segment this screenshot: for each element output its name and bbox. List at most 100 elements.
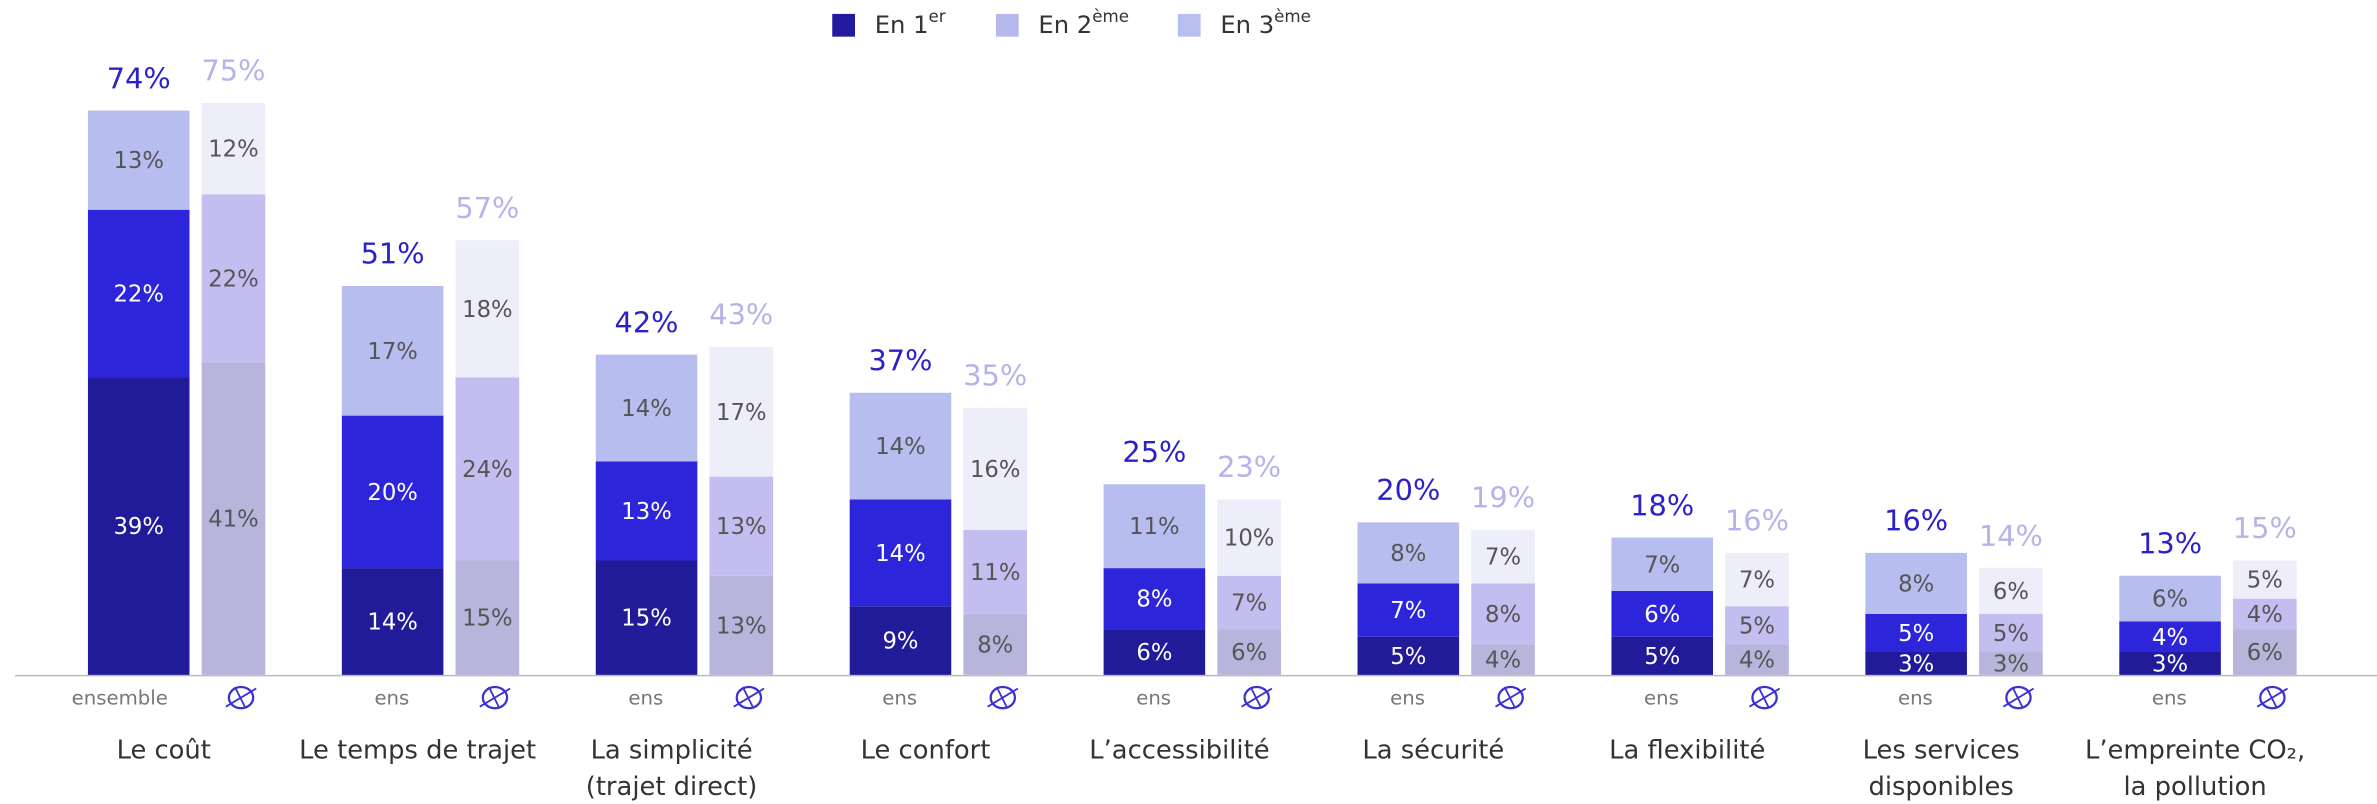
bar-segment: [1217, 499, 1281, 576]
total-label: 37%: [868, 343, 932, 377]
total-label: 35%: [963, 359, 1027, 393]
bar-segment: [201, 102, 266, 195]
value-label: 11%: [970, 560, 1020, 586]
bar-segment: [1217, 575, 1281, 630]
bar-segment: [1725, 606, 1789, 645]
group-label: ens: [882, 687, 917, 710]
value-label: 15%: [462, 606, 513, 632]
value-label: 16%: [970, 457, 1020, 483]
legend-text: En 1: [875, 10, 929, 39]
category-line: Le temps de trajet: [299, 735, 536, 765]
bar-segment: [1357, 583, 1460, 637]
value-label: 12%: [208, 137, 259, 163]
group-icon: [1751, 685, 1778, 710]
group-label: ens: [1644, 687, 1679, 710]
bar-segment: [963, 613, 1028, 675]
total-label: 15%: [2233, 511, 2297, 545]
value-label: 10%: [1224, 526, 1275, 552]
bar-segment: [1979, 613, 2043, 652]
legend-swatch: [832, 13, 855, 37]
total-label: 57%: [455, 191, 519, 225]
value-label: 5%: [1644, 644, 1680, 670]
legend-swatch: [1177, 13, 1201, 37]
value-label: 8%: [1136, 587, 1172, 613]
bar-segment: [595, 461, 698, 561]
group-icon: [481, 685, 509, 710]
category-line: disponibles: [1868, 772, 2013, 802]
group-icon-detail: [1241, 686, 1273, 709]
value-label: 8%: [1898, 571, 1934, 597]
bar-segment: [1865, 651, 1967, 675]
bar-segment: [595, 354, 698, 462]
legend-text: En 3: [1220, 10, 1274, 39]
total-label: 51%: [361, 237, 425, 271]
value-label: 3%: [2152, 651, 2188, 677]
value-label: 5%: [2247, 568, 2283, 594]
bar-segment: [2119, 651, 2221, 675]
value-label: 6%: [2247, 640, 2283, 666]
category-label: Le temps de trajet: [299, 735, 536, 765]
category-label: La sécurité: [1362, 735, 1504, 765]
value-label: 13%: [621, 499, 672, 525]
category-line: la pollution: [2123, 772, 2266, 802]
total-label: 25%: [1122, 435, 1186, 469]
value-label: 6%: [1644, 602, 1680, 628]
category-label: Le coût: [117, 735, 211, 765]
value-label: 41%: [208, 507, 259, 533]
bar-segment: [341, 285, 444, 416]
group-icon-detail: [479, 686, 511, 709]
bar-segment: [1725, 552, 1789, 607]
bar-segment: [1471, 644, 1535, 675]
bar-segment: [1103, 568, 1206, 630]
bar-segment: [1865, 613, 1967, 652]
value-label: 24%: [462, 457, 513, 483]
total-label: 18%: [1630, 488, 1694, 522]
category-label: Les services disponibles: [1863, 735, 2020, 801]
category-line: La flexibilité: [1609, 735, 1765, 765]
value-label: 7%: [1739, 568, 1775, 594]
total-label: 20%: [1376, 473, 1440, 507]
legend-label: En 3ème: [1220, 6, 1311, 39]
bar-segment: [1611, 537, 1714, 591]
total-label: 14%: [1979, 519, 2043, 553]
value-label: 22%: [208, 266, 259, 292]
value-label: 7%: [1390, 598, 1426, 624]
bar-segment: [1611, 590, 1714, 637]
category-line: La simplicité: [591, 735, 753, 765]
value-label: 3%: [1993, 651, 2029, 677]
total-label: 75%: [201, 54, 265, 88]
group-icon-detail: [225, 686, 257, 709]
bar-segment: [1865, 552, 1967, 614]
group-label: ensemble: [72, 687, 168, 710]
group-icon: [1243, 685, 1270, 710]
value-label: 14%: [875, 434, 925, 460]
bar-segment: [1217, 629, 1281, 675]
bar-segment: [87, 209, 190, 378]
bar-segment: [849, 392, 952, 500]
category-line: Le confort: [861, 735, 991, 765]
value-label: 5%: [1898, 621, 1934, 647]
legend-text: En 2: [1038, 10, 1092, 39]
value-label: 8%: [977, 632, 1013, 658]
total-label: 16%: [1884, 504, 1948, 538]
bar-segment: [341, 568, 444, 675]
total-label: 16%: [1725, 504, 1789, 538]
bar-segment: [709, 476, 774, 576]
bar-segment: [595, 560, 698, 675]
bar-segment: [2232, 598, 2297, 630]
value-label: 9%: [882, 629, 918, 655]
bar-segment: [849, 499, 952, 607]
value-label: 39%: [113, 514, 164, 540]
group-icon-detail: [2002, 686, 2035, 709]
group-label: ens: [2152, 687, 2187, 710]
value-label: 7%: [1644, 552, 1680, 578]
group-icon-detail: [987, 686, 1019, 709]
value-label: 11%: [1129, 514, 1180, 540]
category-line: L’empreinte CO₂,: [2085, 735, 2305, 765]
legend-label: En 2ème: [1038, 6, 1129, 39]
value-label: 20%: [367, 480, 418, 506]
total-label: 42%: [615, 305, 679, 339]
bar-segment: [87, 110, 190, 210]
group-icon-detail: [1495, 686, 1527, 709]
